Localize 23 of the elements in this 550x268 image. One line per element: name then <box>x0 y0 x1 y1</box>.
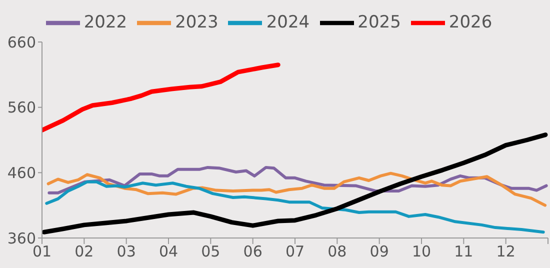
y-tick-label: 660 <box>7 33 36 52</box>
legend-label: 2022 <box>84 12 128 33</box>
x-tick-label: 10 <box>412 242 432 261</box>
x-tick-label: 04 <box>158 242 178 261</box>
legend-label: 2024 <box>266 12 310 33</box>
x-tick-label: 05 <box>201 242 220 261</box>
legend-label: 2023 <box>175 12 218 33</box>
legend-label: 2026 <box>448 12 492 33</box>
x-tick-label: 07 <box>285 242 305 261</box>
line-series <box>42 132 548 234</box>
legend-label: 2025 <box>358 12 401 33</box>
line-series <box>45 180 545 234</box>
x-tick-label: 11 <box>454 242 474 261</box>
line-series <box>46 172 547 207</box>
y-tick-label: 560 <box>7 98 36 117</box>
x-tick-label: 09 <box>370 242 389 261</box>
x-tick-label: 03 <box>116 242 136 261</box>
y-tick-label: 460 <box>7 164 36 182</box>
x-tick-label: 06 <box>243 242 262 261</box>
x-tick-label: 08 <box>328 242 347 261</box>
x-tick-label: 02 <box>74 242 94 261</box>
x-tick-label: 12 <box>496 242 516 261</box>
line-series <box>42 62 280 132</box>
